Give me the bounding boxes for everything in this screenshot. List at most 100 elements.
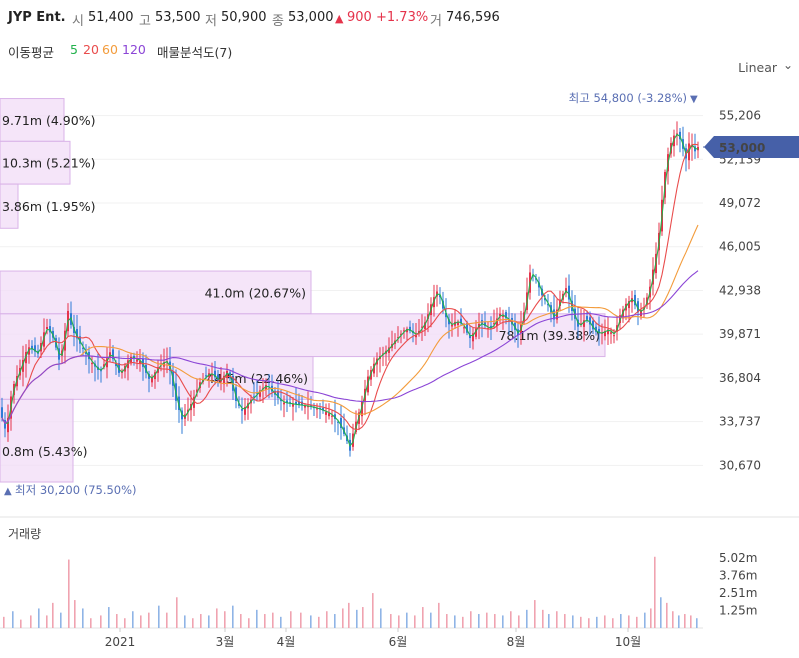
candle-body [604,331,606,337]
candle-body [280,399,282,402]
open-value: 51,400 [88,10,134,25]
candle-body [277,390,279,398]
volume-bar [470,611,472,628]
volume-tick-label: 5.02m [719,551,757,565]
high-annotation: 최고 54,800 (-3.28%) [569,91,687,105]
candle-body [46,326,48,330]
volume-bar [510,611,512,628]
current-price-label: 53,000 [719,141,765,155]
profile-bar [0,183,19,229]
volume-bar [184,615,186,628]
volume-bar [356,609,358,628]
ma-60[interactable]: 60 [102,42,118,57]
volume-bar [3,616,5,628]
volume-bar [572,615,574,628]
change-pct: +1.73% [376,10,429,25]
candle-body [403,330,405,332]
candle-body [322,407,324,411]
volume-profile-label[interactable]: 매물분석도(7) [157,45,233,60]
profile-bar [0,313,606,358]
current-price-tag [704,136,799,159]
volume-bar [636,616,638,628]
ma-120[interactable]: 120 [122,42,146,57]
volume-bar [462,616,464,628]
x-tick-label: 3월 [216,635,235,649]
volume-bar [272,612,274,628]
candle-body [595,326,597,332]
volume-bar [240,614,242,628]
candle-body [1,407,3,418]
volume-bar [672,611,674,628]
candle-body [4,420,6,429]
candle-body [496,318,498,326]
candle-body [613,335,615,337]
candle-body [211,374,213,376]
chevron-down-icon[interactable]: ⌄ [782,58,793,72]
candle-body [292,404,294,407]
volume-bar [68,559,70,628]
candle-body [634,294,636,306]
candle-body [493,323,495,325]
candle-body [628,300,630,309]
low-annotation: 최저 30,200 (75.50%) [15,483,137,497]
candle-body [505,312,507,319]
candle-body [142,358,144,367]
ma-5[interactable]: 5 [70,42,78,57]
profile-bar [0,140,71,185]
candle-body [484,322,486,326]
volume-tick-label: 1.25m [719,604,757,618]
candle-body [214,370,216,378]
volume-bar [256,609,258,628]
x-tick-label: 2021 [105,635,136,649]
candle-body [31,345,33,350]
volume-bar [660,597,662,628]
scale-mode-button[interactable]: Linear [738,60,777,75]
candle-body [409,326,411,331]
low-arrow-icon: ▲ [4,486,12,497]
moving-average-label[interactable]: 이동평균 [8,45,55,60]
volume-bar [454,615,456,628]
candle-body [424,322,426,329]
price-tick-label: 55,206 [719,109,761,123]
ticker-name[interactable]: JYP Ent. [8,10,66,25]
candle-body [151,377,153,383]
volume-bar [166,612,168,628]
volume-bars [3,556,698,628]
price-tick-label: 30,670 [719,458,761,472]
volume-bar [300,612,302,628]
volume-bar [654,556,656,628]
volume-bar [390,614,392,628]
candle-body [547,303,549,306]
candle-body [196,389,198,393]
low-value: 50,900 [221,10,267,25]
volume-bar [52,602,54,628]
candle-body [154,372,156,380]
volume-bar [596,616,598,628]
volume-bar [666,602,668,628]
candle-body [583,320,585,327]
candle-body [103,364,105,367]
candle-body [340,417,342,429]
x-tick-label: 8월 [507,635,526,649]
volume-bar [696,618,698,628]
volume-bar [612,618,614,628]
volume-bar [116,614,118,628]
volume-bar [542,609,544,628]
candle-body [337,421,339,423]
ma-20[interactable]: 20 [83,42,99,57]
volume-bar [644,612,646,628]
candle-body [76,329,78,339]
candle-body [25,351,27,364]
volume-bar [208,615,210,628]
candle-body [118,363,120,373]
volume-bar [124,618,126,628]
volume-label: 거 [430,14,442,29]
price-tick-label: 36,804 [719,371,761,385]
candle-body [223,375,225,385]
volume-bar [414,615,416,628]
volume-bar [334,614,336,628]
candle-body [217,374,219,381]
candle-body [91,363,93,365]
candle-body [586,316,588,320]
